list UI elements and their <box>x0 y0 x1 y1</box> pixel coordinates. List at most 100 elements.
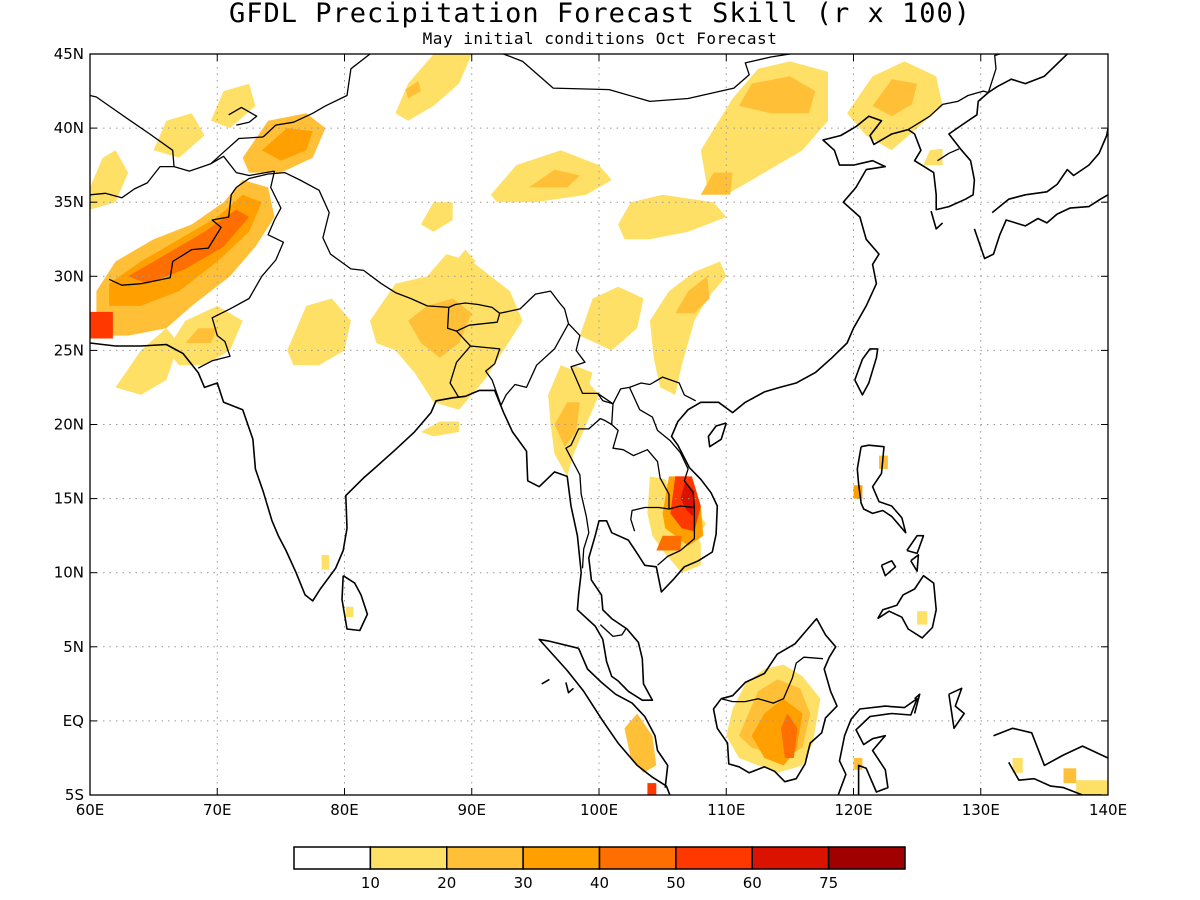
coastline <box>707 422 728 448</box>
country-border <box>721 656 824 704</box>
country-border <box>90 155 275 199</box>
x-tick-label: 80E <box>330 801 359 819</box>
coastline <box>930 210 944 230</box>
axis-labels: 60E 70E 80E 90E 100E 110E 120E 130E 140E 45N 40N 35… <box>54 45 1127 819</box>
skill-region <box>90 150 129 210</box>
chart-subtitle: May initial conditions Oct Forecast <box>422 29 778 48</box>
skill-region <box>700 172 733 195</box>
skill-region <box>1063 768 1077 784</box>
skill-region <box>395 54 472 121</box>
coastline <box>880 559 897 577</box>
skill-region <box>452 249 476 272</box>
coastline <box>577 647 669 788</box>
coastline <box>877 574 938 639</box>
skill-region <box>558 365 593 395</box>
y-tick-label: 35N <box>54 193 84 211</box>
skill-region <box>1012 758 1023 773</box>
skill-region <box>739 76 816 114</box>
skill-region <box>420 421 459 437</box>
x-tick-label: 120E <box>834 801 872 819</box>
skill-region <box>529 169 580 188</box>
country-border <box>568 323 696 405</box>
colorbar-label: 50 <box>666 874 685 892</box>
y-tick-label: 30N <box>54 267 84 285</box>
colorbar-swatch <box>827 846 906 870</box>
skill-region <box>879 455 888 469</box>
country-border <box>937 148 960 162</box>
skill-region <box>185 328 218 343</box>
colorbar-swatch <box>598 846 677 870</box>
coastline <box>856 444 907 534</box>
colorbar-label: 20 <box>437 874 456 892</box>
gridlines <box>90 54 1108 795</box>
colorbar-swatch <box>751 846 830 870</box>
skill-region <box>287 298 351 366</box>
coastline <box>991 127 1108 214</box>
coastline <box>90 54 1068 702</box>
colorbar-label: 75 <box>819 874 838 892</box>
skill-region <box>405 80 421 99</box>
skill-region <box>656 535 682 551</box>
skill-region <box>647 783 657 795</box>
x-tick-label: 70E <box>203 801 232 819</box>
country-border <box>907 54 1000 131</box>
colorbar-swatch <box>675 846 753 870</box>
skill-region <box>579 286 644 351</box>
colorbar-label: 30 <box>514 874 533 892</box>
colorbar-label: 40 <box>590 874 609 892</box>
skill-region <box>1076 780 1108 795</box>
country-border <box>90 94 175 167</box>
skill-region <box>408 298 472 358</box>
skill-region <box>624 713 657 773</box>
country-border <box>628 387 696 566</box>
skill-region <box>618 194 727 240</box>
x-tick-label: 110E <box>707 801 745 819</box>
country-border <box>446 290 570 406</box>
x-tick-label: 130E <box>962 801 1000 819</box>
x-tick-label: 140E <box>1089 801 1127 819</box>
coastline <box>712 617 838 783</box>
skill-region <box>420 202 453 232</box>
coastline <box>565 682 575 694</box>
coastline <box>993 727 1108 767</box>
country-border-layer <box>90 54 1000 704</box>
colorbar-swatch <box>522 846 601 870</box>
y-tick-label: 5S <box>65 786 84 804</box>
y-tick-label: 25N <box>54 341 84 359</box>
country-border <box>565 392 614 569</box>
country-border <box>210 136 264 165</box>
x-tick-label: 90E <box>457 801 486 819</box>
colorbar-swatch <box>369 846 448 870</box>
colorbar-swatch <box>446 846 524 870</box>
coastline <box>948 687 966 730</box>
colorbar-swatch <box>293 846 372 870</box>
coastline <box>854 348 879 396</box>
skill-region <box>675 276 710 314</box>
country-border <box>611 424 695 510</box>
skill-region <box>917 611 928 625</box>
skill-region <box>153 113 205 158</box>
y-tick-label: 20N <box>54 416 84 434</box>
coastline-layer <box>90 54 1108 795</box>
country-border <box>108 171 501 314</box>
y-tick-label: 10N <box>54 564 84 582</box>
country-border <box>449 330 472 399</box>
skill-region <box>345 606 354 618</box>
skill-region <box>923 148 943 166</box>
coastline <box>913 693 921 714</box>
country-border <box>501 54 791 103</box>
colorbar: 10 20 30 40 50 60 75 <box>293 846 906 892</box>
coastline <box>906 534 925 555</box>
skill-region <box>321 554 330 570</box>
y-tick-label: EQ <box>63 712 84 730</box>
country-border <box>599 624 627 638</box>
chart-title: GFDL Precipitation Forecast Skill (r x 1… <box>229 0 971 29</box>
skill-region <box>554 402 580 447</box>
country-border <box>197 170 285 369</box>
coastline <box>538 638 671 795</box>
x-tick-label: 60E <box>76 801 105 819</box>
x-tick-label: 100E <box>580 801 618 819</box>
coastline <box>1008 762 1102 795</box>
country-border <box>262 54 371 138</box>
